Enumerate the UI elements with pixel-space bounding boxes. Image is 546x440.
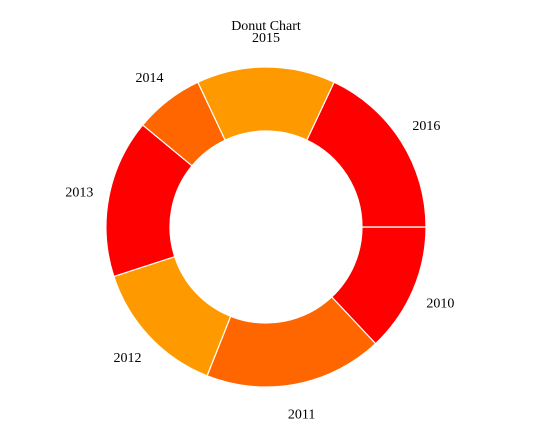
slice-label-2016: 2016 (412, 119, 440, 134)
slice-label-2013: 2013 (65, 185, 93, 200)
slice-label-2012: 2012 (113, 351, 141, 366)
donut-slice-2016 (306, 81, 427, 228)
slice-label-2011: 2011 (288, 408, 315, 423)
donut-slices (105, 66, 427, 388)
donut-slice-labels: 2010 2011 2012 2013 2014 2015 2016 (65, 31, 454, 423)
slice-label-2014: 2014 (136, 71, 164, 86)
slice-label-2015: 2015 (252, 31, 280, 46)
chart-title: Donut Chart (231, 19, 301, 34)
slice-label-2010: 2010 (426, 296, 454, 311)
